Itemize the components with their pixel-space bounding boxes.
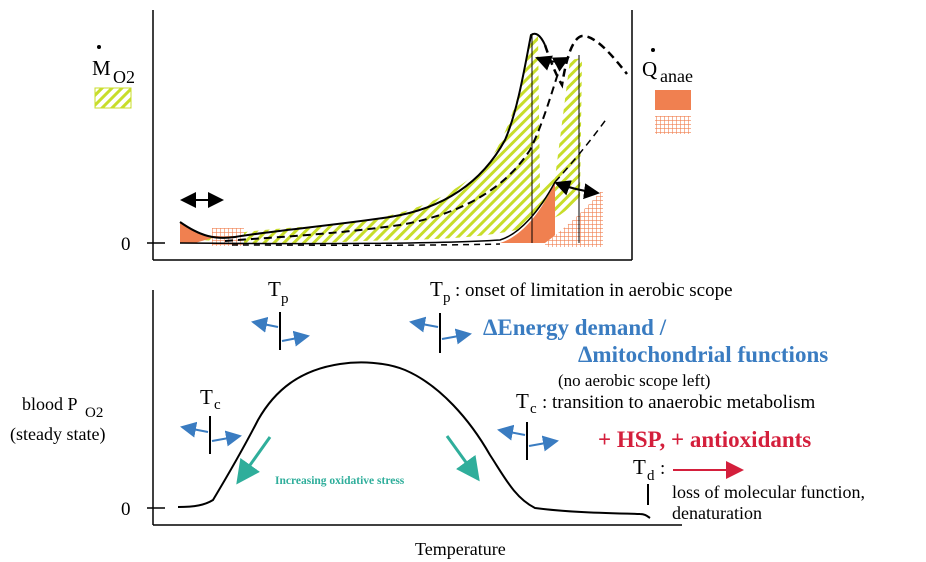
tc-left-arrow-r bbox=[211, 430, 242, 447]
aerobic-scope-region bbox=[200, 33, 582, 244]
tp-legend-label: T bbox=[430, 277, 443, 301]
shift-arrow-peak bbox=[535, 55, 570, 72]
tp-left-label: T bbox=[268, 277, 281, 301]
mo2-legend: M O2 bbox=[92, 45, 135, 109]
temperature-axis-label: Temperature bbox=[415, 539, 506, 559]
qanae-legend: Q anae bbox=[642, 48, 693, 134]
hsp-antioxidants-text: + HSP, + antioxidants bbox=[598, 427, 811, 452]
tc-legend-label-sub: c bbox=[530, 401, 537, 417]
tc-legend-label: T bbox=[516, 389, 529, 413]
anaerobic-region-grid bbox=[545, 192, 603, 247]
top-panel: M O2 Q anae 0 bbox=[92, 10, 693, 261]
qanae-swatch-grid bbox=[655, 116, 691, 134]
tc-right-arrow-r bbox=[528, 435, 559, 452]
oxidative-stress-label: Increasing oxidative stress bbox=[275, 475, 405, 487]
top-zero-label: 0 bbox=[121, 234, 131, 255]
tc-left-label-sub: c bbox=[214, 397, 221, 413]
td-text-line1: loss of molecular function, bbox=[672, 482, 865, 502]
tc-left-marker: T c bbox=[180, 385, 242, 454]
mo2-curve-shifted-dashed bbox=[224, 61, 563, 242]
bottom-panel: Increasing oxidative stress T p T c bbox=[10, 277, 865, 559]
shift-arrow-anaerobic bbox=[554, 180, 600, 200]
qanae-dot bbox=[651, 48, 655, 52]
tp-left-marker: T p bbox=[251, 277, 310, 350]
no-aerobic-scope-text: (no aerobic scope left) bbox=[558, 371, 710, 390]
blood-po2-label: blood P bbox=[22, 394, 78, 414]
tp-legend-label-sub: p bbox=[443, 290, 451, 306]
td-label-sub: d bbox=[647, 468, 655, 484]
oxidative-arrow-right bbox=[445, 435, 480, 482]
anaerobic-region-solid bbox=[500, 182, 555, 243]
mo2-swatch bbox=[94, 87, 132, 109]
qanae-low-dashed bbox=[231, 243, 501, 246]
tc-left-label: T bbox=[200, 385, 213, 409]
energy-demand-line1: ΔEnergy demand / bbox=[483, 315, 667, 340]
bottom-zero-label: 0 bbox=[121, 499, 131, 520]
energy-demand-line2: Δmitochondrial functions bbox=[578, 342, 828, 367]
tp-right-marker bbox=[409, 313, 472, 353]
steady-state-label: (steady state) bbox=[10, 424, 105, 445]
mo2-label-sub: O2 bbox=[113, 67, 135, 87]
mo2-curve-dashed bbox=[543, 34, 628, 89]
tp-left-arrow-l bbox=[251, 316, 279, 333]
td-colon: : bbox=[660, 458, 665, 479]
tc-legend-text: : transition to anaerobic metabolism bbox=[542, 392, 816, 413]
oxidative-arrow-left bbox=[236, 436, 272, 485]
qanae-swatch-solid bbox=[655, 90, 691, 110]
qanae-label: Q bbox=[642, 57, 657, 81]
qanae-curve-solid bbox=[179, 181, 556, 245]
tc-right-arrow-l bbox=[497, 424, 526, 441]
tc-right-marker bbox=[497, 422, 559, 460]
tp-right-arrow-l bbox=[409, 316, 439, 333]
blood-po2-label-sub: O2 bbox=[85, 405, 103, 421]
mo2-curve-solid bbox=[179, 32, 546, 239]
tc-left-arrow-l bbox=[180, 421, 209, 438]
mo2-dot bbox=[97, 45, 101, 49]
blood-po2-curve bbox=[177, 361, 651, 519]
qanae-label-sub: anae bbox=[660, 66, 693, 86]
td-label: T bbox=[633, 455, 646, 479]
qanae-curve-dashed bbox=[554, 117, 608, 183]
td-text-line2: denaturation bbox=[672, 503, 762, 523]
mo2-label: M bbox=[92, 56, 111, 80]
tp-right-arrow-r bbox=[441, 328, 472, 345]
tp-legend-text: : onset of limitation in aerobic scope bbox=[455, 280, 733, 301]
tp-left-arrow-r bbox=[281, 330, 310, 347]
tp-left-label-sub: p bbox=[281, 291, 289, 307]
